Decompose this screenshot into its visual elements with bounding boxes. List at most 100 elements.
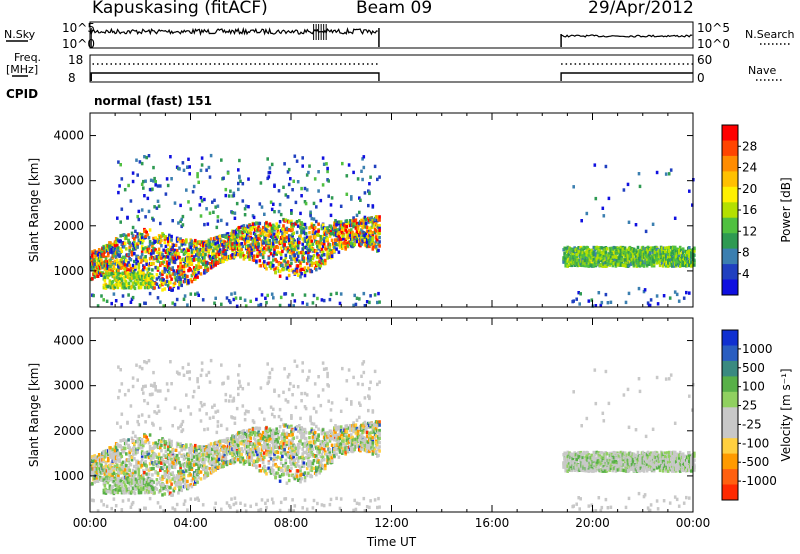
echo-cell: [94, 254, 98, 258]
echo-cell: [670, 251, 674, 255]
echo-cell: [257, 242, 260, 246]
echo-cell: [154, 385, 157, 389]
echo-cell: [128, 450, 131, 454]
echo-cell: [174, 278, 178, 282]
echo-cell: [577, 259, 580, 263]
echo-cell: [116, 260, 119, 265]
echo-cell: [212, 249, 215, 253]
echo-cell: [318, 245, 321, 249]
echo-cell: [120, 303, 124, 307]
echo-cell: [179, 442, 182, 446]
echo-cell: [334, 228, 337, 232]
echo-cell: [663, 249, 667, 254]
echo-cell: [108, 466, 111, 471]
echo-cell: [300, 186, 303, 191]
echo-cell: [295, 230, 299, 235]
echo-cell: [326, 169, 329, 174]
echo-cell: [275, 232, 278, 237]
echo-cell: [272, 254, 275, 258]
echo-cell: [667, 245, 671, 250]
echo-cell: [290, 224, 293, 229]
echo-cell: [163, 240, 167, 245]
echo-cell: [121, 271, 125, 275]
echo-cell: [106, 285, 110, 289]
echo-cell: [623, 246, 627, 250]
echo-cell: [359, 231, 362, 235]
echo-cell: [368, 244, 371, 249]
echo-cell: [183, 279, 187, 284]
echo-cell: [336, 228, 340, 232]
colorbar-segment: [722, 125, 738, 141]
echo-cell: [363, 239, 367, 243]
echo-cell: [307, 240, 310, 244]
echo-cell: [160, 485, 163, 489]
echo-cell: [123, 255, 127, 259]
echo-cell: [573, 246, 576, 250]
echo-cell: [345, 223, 349, 227]
echo-cell: [122, 245, 126, 249]
echo-cell: [179, 258, 182, 263]
echo-cell: [117, 269, 120, 274]
echo-cell: [119, 234, 122, 238]
echo-cell: [134, 434, 137, 438]
echo-cell: [326, 250, 329, 254]
echo-cell: [155, 455, 159, 459]
echo-cell: [169, 491, 172, 495]
echo-cell: [177, 286, 180, 290]
echo-cell: [130, 458, 134, 462]
echo-cell: [93, 476, 96, 480]
echo-cell: [147, 209, 151, 214]
echo-cell: [268, 222, 272, 226]
echo-cell: [631, 253, 635, 257]
echo-cell: [134, 265, 137, 269]
echo-cell: [146, 401, 150, 406]
echo-cell: [374, 229, 378, 233]
echo-cell: [299, 211, 302, 216]
echo-cell: [215, 252, 219, 256]
echo-cell: [291, 227, 294, 232]
echo-cell: [339, 237, 343, 241]
echo-cell: [159, 426, 162, 431]
echo-cell: [139, 281, 143, 286]
echo-cell: [105, 504, 109, 508]
echo-cell: [201, 243, 205, 248]
echo-cell: [154, 183, 157, 187]
echo-cell: [155, 460, 159, 464]
echo-cell: [186, 303, 189, 307]
echo-cell: [120, 249, 124, 254]
echo-cell: [609, 250, 613, 254]
echo-cell: [174, 271, 178, 275]
echo-cell: [296, 246, 300, 250]
echo-cell: [352, 224, 355, 229]
echo-cell: [269, 224, 273, 228]
echo-cell: [130, 250, 134, 254]
echo-cell: [322, 239, 326, 243]
echo-cell: [190, 253, 194, 258]
echo-cell: [148, 272, 152, 276]
echo-cell: [155, 487, 159, 491]
echo-cell: [197, 262, 200, 266]
echo-cell: [278, 220, 282, 224]
echo-cell: [152, 466, 155, 471]
y-tick-label: 2000: [53, 219, 84, 233]
echo-cell: [126, 271, 130, 275]
echo-cell: [273, 210, 276, 214]
echo-cell: [105, 299, 109, 303]
echo-cell: [335, 247, 338, 251]
echo-cell: [321, 183, 325, 187]
echo-cell: [142, 238, 145, 243]
echo-cell: [233, 254, 237, 259]
echo-cell: [299, 234, 302, 238]
echo-cell: [312, 293, 316, 298]
echo-cell: [168, 233, 171, 237]
echo-cell: [162, 260, 165, 264]
echo-cell: [273, 184, 276, 188]
echo-cell: [115, 275, 119, 280]
echo-cell: [632, 249, 636, 253]
echo-cell: [192, 184, 196, 189]
echo-cell: [321, 235, 325, 239]
echo-cell: [120, 177, 124, 181]
echo-cell: [377, 248, 380, 253]
echo-cell: [309, 235, 312, 239]
echo-cell: [114, 255, 118, 259]
